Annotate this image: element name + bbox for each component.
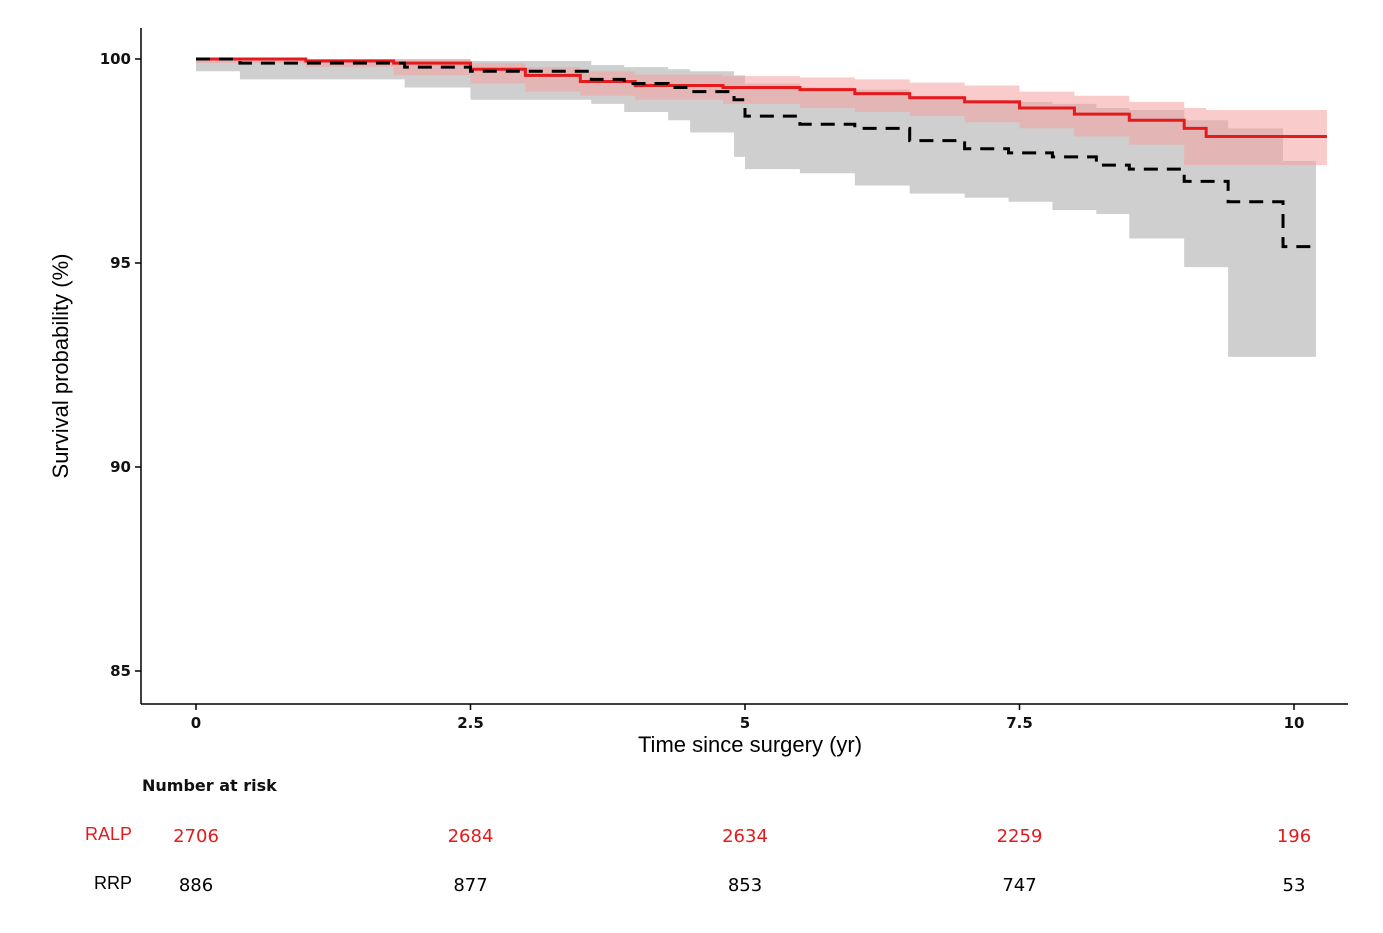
y-axis-title: Survival probability (%)	[48, 254, 73, 479]
x-tick-label: 7.5	[1006, 714, 1033, 732]
survival-curves	[196, 57, 1327, 249]
band-rrp	[196, 59, 1316, 357]
y-ticks: 85 90 95 100	[100, 50, 141, 680]
risk-value-ralp: 2706	[173, 826, 219, 847]
confidence-bands	[196, 59, 1327, 357]
y-tick-label: 95	[110, 254, 131, 272]
risk-value-rrp: 877	[453, 875, 487, 896]
y-tick-label: 100	[100, 50, 131, 68]
risk-row-label-ralp: RALP	[85, 824, 132, 844]
risk-table-title: Number at risk	[142, 776, 277, 795]
y-tick-label: 85	[110, 662, 131, 680]
band-ralp	[196, 59, 1327, 166]
y-tick-label: 90	[110, 458, 131, 476]
x-tick-label: 10	[1284, 714, 1305, 732]
risk-value-rrp: 747	[1002, 875, 1036, 896]
risk-value-ralp: 2259	[997, 826, 1043, 847]
x-tick-label: 0	[191, 714, 201, 732]
risk-value-rrp: 853	[728, 875, 762, 896]
x-tick-label: 2.5	[457, 714, 484, 732]
risk-value-ralp: 2684	[448, 826, 494, 847]
risk-value-rrp: 886	[179, 875, 213, 896]
risk-value-ralp: 2634	[722, 826, 768, 847]
risk-row-label-rrp: RRP	[94, 873, 132, 893]
x-axis-title: Time since surgery (yr)	[638, 732, 862, 757]
risk-value-rrp: 53	[1283, 875, 1306, 896]
x-tick-label: 5	[740, 714, 750, 732]
x-ticks: 0 2.5 5 7.5 10	[191, 704, 1305, 732]
risk-table: Number at risk RALP 2706 2684 2634 2259 196 RR…	[85, 776, 1311, 896]
risk-value-ralp: 196	[1277, 826, 1311, 847]
curve-rrp	[196, 57, 1316, 249]
